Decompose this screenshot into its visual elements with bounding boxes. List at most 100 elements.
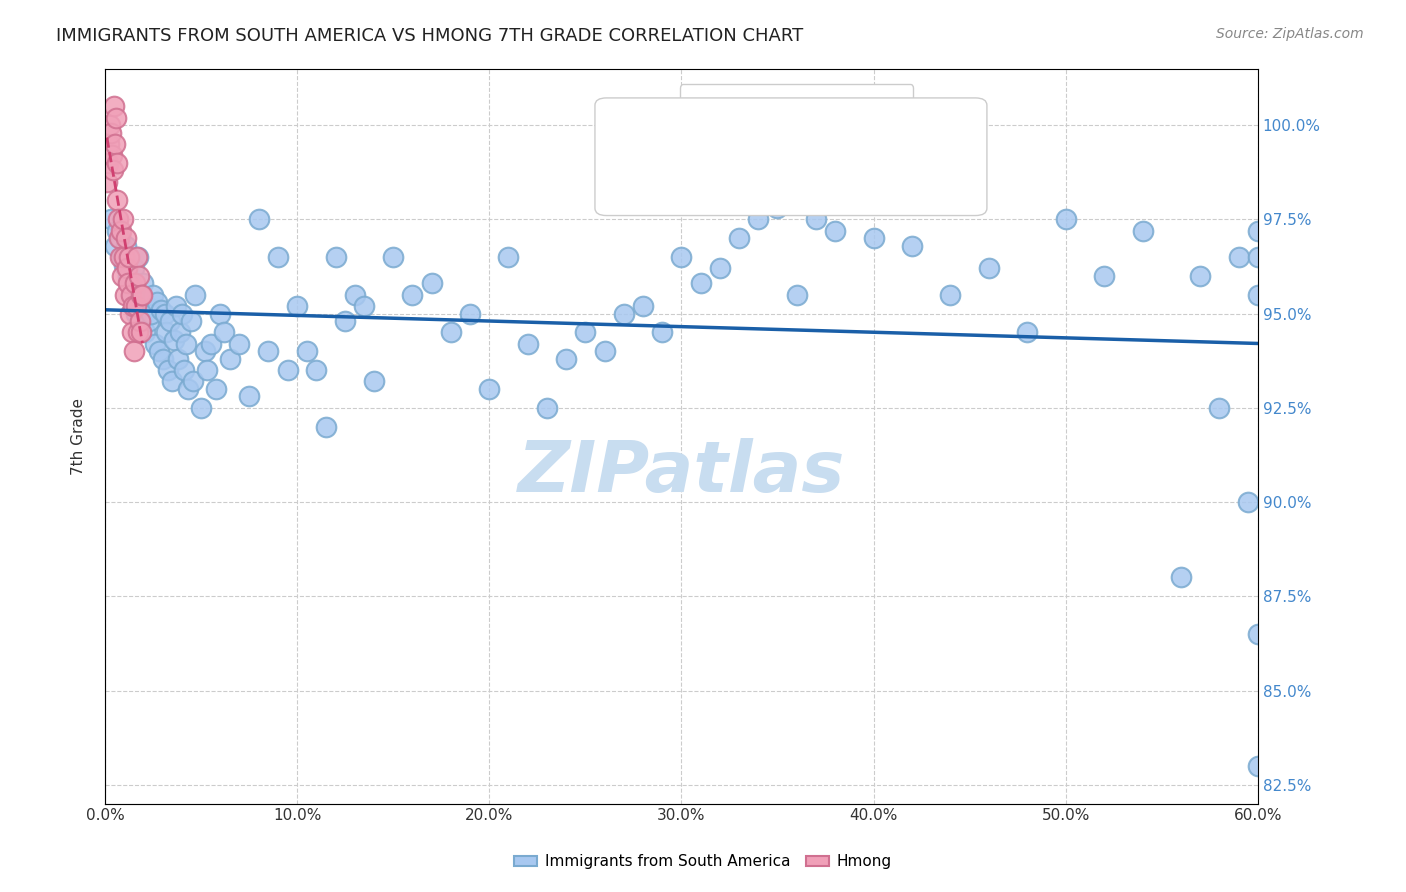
Point [363, 375, 385, 389]
Point [104, 136, 127, 151]
Text: Source: ZipAtlas.com: Source: ZipAtlas.com [1216, 27, 1364, 41]
Point [155, 326, 177, 340]
Point [114, 287, 136, 301]
Point [167, 351, 190, 366]
Point [105, 224, 128, 238]
Point [118, 307, 141, 321]
Point [1132, 224, 1154, 238]
Point [977, 261, 1000, 276]
Point [1247, 224, 1270, 238]
Point [169, 326, 191, 340]
Point [107, 212, 129, 227]
Point [153, 307, 176, 321]
Point [200, 336, 222, 351]
Point [238, 389, 260, 403]
Point [516, 336, 538, 351]
Point [104, 111, 127, 125]
Point [132, 277, 155, 291]
Point [1092, 268, 1115, 283]
Point [1227, 250, 1250, 264]
Y-axis label: 7th Grade: 7th Grade [72, 398, 86, 475]
Point [1189, 268, 1212, 283]
Point [107, 155, 129, 169]
Point [1247, 759, 1270, 773]
Point [117, 268, 139, 283]
Point [136, 299, 159, 313]
Point [671, 250, 693, 264]
Point [267, 250, 290, 264]
Point [420, 277, 443, 291]
Point [901, 238, 924, 252]
Point [111, 268, 134, 283]
Point [100, 148, 122, 162]
Point [148, 344, 170, 359]
Point [142, 287, 165, 301]
Text: IMMIGRANTS FROM SOUTH AMERICA VS HMONG 7TH GRADE CORRELATION CHART: IMMIGRANTS FROM SOUTH AMERICA VS HMONG 7… [56, 27, 803, 45]
Point [631, 299, 654, 313]
Point [305, 363, 328, 377]
Point [939, 287, 962, 301]
Point [285, 299, 308, 313]
Point [440, 326, 463, 340]
Point [228, 336, 250, 351]
Point [143, 336, 166, 351]
Point [103, 99, 125, 113]
Point [100, 212, 122, 227]
Point [110, 250, 132, 264]
Point [131, 295, 153, 310]
Point [651, 326, 673, 340]
Point [219, 351, 242, 366]
Point [1208, 401, 1230, 415]
Point [105, 194, 128, 208]
Point [97, 155, 120, 169]
Point [131, 287, 153, 301]
Legend: R = -0.080   N = 107, R =   0.144   N =  38: R = -0.080 N = 107, R = 0.144 N = 38 [681, 84, 914, 155]
Point [804, 212, 827, 227]
Legend: Immigrants from South America, Hmong: Immigrants from South America, Hmong [509, 848, 897, 875]
Point [1054, 212, 1077, 227]
Point [162, 375, 184, 389]
Point [165, 299, 187, 313]
Point [212, 326, 235, 340]
Point [1247, 250, 1270, 264]
Point [131, 326, 153, 340]
Point [478, 382, 501, 396]
Point [149, 302, 172, 317]
Point [138, 314, 160, 328]
Point [128, 314, 150, 328]
Point [101, 163, 124, 178]
Point [128, 268, 150, 283]
Point [115, 238, 138, 252]
Point [125, 307, 148, 321]
Point [315, 419, 337, 434]
Point [134, 326, 156, 340]
Point [146, 295, 169, 310]
Point [180, 314, 202, 328]
Point [173, 363, 195, 377]
Point [1017, 326, 1039, 340]
Point [174, 336, 197, 351]
Point [152, 351, 174, 366]
Point [115, 261, 138, 276]
Point [125, 299, 148, 313]
Point [110, 224, 132, 238]
Point [325, 250, 347, 264]
Point [728, 231, 751, 245]
Point [104, 238, 127, 252]
Point [353, 299, 375, 313]
Point [257, 344, 280, 359]
Point [1247, 627, 1270, 641]
Point [205, 382, 228, 396]
Point [139, 307, 162, 321]
Point [247, 212, 270, 227]
Point [176, 382, 198, 396]
Point [1170, 570, 1192, 584]
Point [689, 277, 711, 291]
Point [111, 250, 134, 264]
Point [458, 307, 481, 321]
Point [124, 277, 146, 291]
Point [194, 344, 217, 359]
Point [1247, 287, 1270, 301]
Point [574, 326, 596, 340]
Point [121, 299, 143, 313]
